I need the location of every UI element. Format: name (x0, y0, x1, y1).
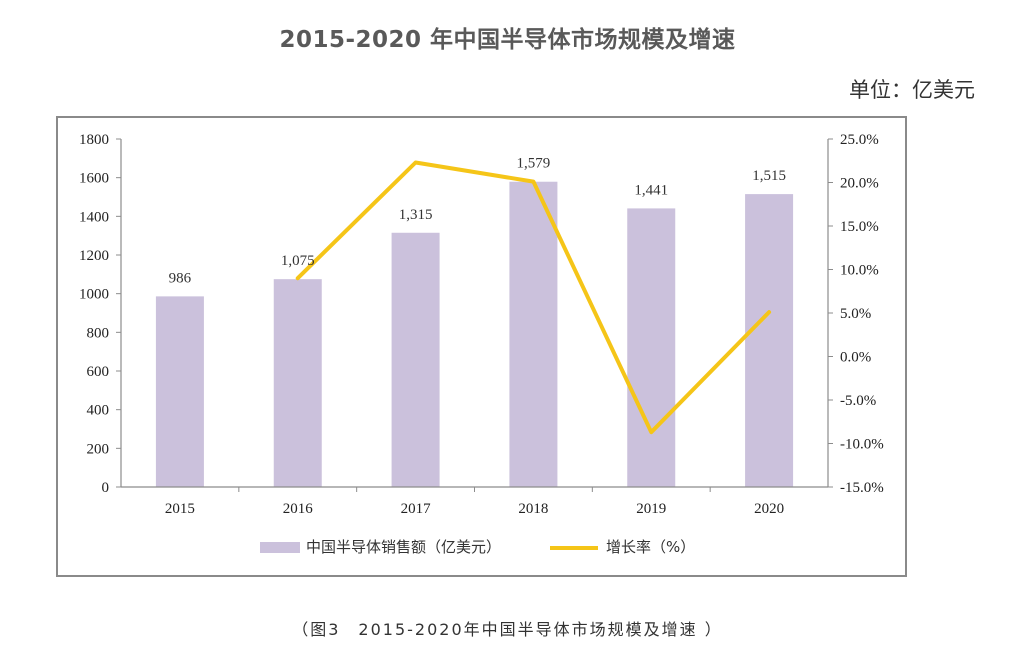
left-tick-label: 600 (87, 364, 110, 380)
x-tick-label: 2017 (401, 501, 432, 517)
legend-bar-label: 中国半导体销售额（亿美元） (306, 538, 502, 556)
right-tick-label: 10.0% (840, 263, 879, 279)
left-tick-label: 1200 (79, 248, 109, 264)
legend-line-item: 增长率（%） (550, 536, 695, 557)
figure-caption: （图3 2015-2020年中国半导体市场规模及增速 ） (292, 620, 723, 639)
bar-value-label: 1,315 (399, 207, 433, 223)
x-tick-label: 2020 (754, 501, 784, 517)
x-tick-label: 2018 (518, 501, 548, 517)
bar-value-label: 986 (169, 270, 192, 286)
bar-value-label: 1,579 (517, 156, 551, 172)
bar-value-label: 1,441 (634, 182, 668, 198)
bar-2018 (509, 181, 558, 487)
right-tick-label: 5.0% (840, 306, 871, 322)
left-tick-label: 800 (87, 325, 110, 341)
left-tick-label: 0 (102, 480, 110, 496)
chart-title: 2015-2020 年中国半导体市场规模及增速 (279, 27, 736, 53)
right-tick-label: -15.0% (840, 480, 884, 496)
bar-value-label: 1,075 (281, 253, 315, 269)
bar-2017 (391, 232, 440, 487)
right-tick-label: 25.0% (840, 132, 879, 148)
bar-2020 (745, 194, 794, 487)
legend-line-swatch (550, 545, 598, 550)
bar-2019 (627, 208, 676, 487)
chart-frame (56, 116, 907, 577)
right-tick-label: 15.0% (840, 219, 879, 235)
x-tick-label: 2019 (636, 501, 666, 517)
growth-rate-line (295, 160, 772, 435)
right-tick-label: 0.0% (840, 350, 871, 366)
left-tick-label: 400 (87, 403, 110, 419)
left-tick-label: 200 (87, 441, 110, 457)
left-tick-label: 1800 (79, 132, 109, 148)
bar-value-label: 1,515 (752, 168, 786, 184)
right-tick-label: 20.0% (840, 176, 879, 192)
unit-label: 单位：亿美元 (849, 78, 975, 102)
legend-line-label: 增长率（%） (606, 538, 696, 556)
bar-2016 (273, 279, 322, 487)
x-tick-label: 2015 (165, 501, 195, 517)
left-tick-label: 1400 (79, 209, 109, 225)
left-tick-label: 1000 (79, 287, 109, 303)
right-tick-label: -5.0% (840, 393, 876, 409)
legend-bar-item: 中国半导体销售额（亿美元） (260, 536, 501, 557)
x-tick-label: 2016 (283, 501, 314, 517)
legend-bar-swatch (260, 542, 300, 553)
right-tick-label: -10.0% (840, 437, 884, 453)
bar-2015 (155, 296, 204, 487)
left-tick-label: 1600 (79, 171, 109, 187)
